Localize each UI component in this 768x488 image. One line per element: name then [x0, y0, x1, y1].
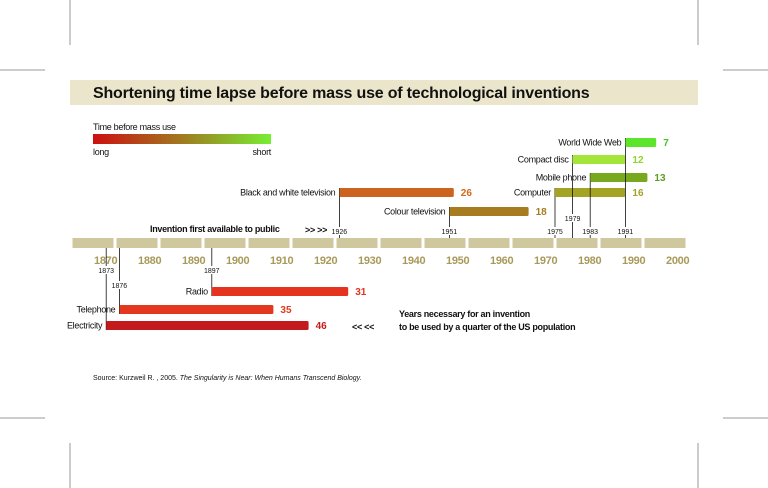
- value-label: 16: [632, 188, 644, 199]
- tick-label: 1980: [578, 255, 601, 267]
- axis-tick-labels: 1870 1880 1890 1900 1910 1920 1930 1940 1950 1960…: [94, 255, 690, 267]
- series-electricity: 1873 Electricity 46: [67, 248, 327, 332]
- year-label: 1951: [442, 229, 458, 236]
- tick-label: 1870: [94, 255, 117, 267]
- bars-group: 1873 Electricity 46 1876 Telephone 35 1897 Radi…: [67, 138, 669, 333]
- series-world-wide-web: 1991 World Wide Web 7: [558, 138, 669, 238]
- year-label: 1897: [204, 268, 220, 275]
- series-mobile-phone: 1983 Mobile phone 13: [536, 173, 666, 238]
- year-label: 1873: [98, 268, 114, 275]
- year-label: 1926: [332, 229, 348, 236]
- invention-label: Radio: [186, 287, 208, 297]
- value-label: 35: [280, 305, 292, 316]
- chart-title: Shortening time lapse before mass use of…: [93, 85, 590, 102]
- legend-high-label: short: [252, 147, 271, 157]
- tick-label: 1880: [138, 255, 161, 267]
- bar: [106, 321, 309, 330]
- year-label-bg: [617, 227, 634, 235]
- series-radio: 1897 Radio 31: [186, 248, 367, 298]
- tick-label: 1960: [490, 255, 513, 267]
- axis-segment: [424, 238, 466, 248]
- legend-low-label: long: [93, 147, 109, 157]
- axis-segment: [380, 238, 422, 248]
- years-note-line1: Years necessary for an invention: [399, 309, 530, 319]
- right-arrows: >> >>: [305, 225, 327, 235]
- year-label: 1975: [547, 229, 563, 236]
- bar: [590, 173, 648, 182]
- axis-segment: [644, 238, 686, 248]
- timeline-axis: [72, 238, 686, 248]
- series-telephone: 1876 Telephone 35: [77, 248, 292, 316]
- value-label: 18: [536, 207, 548, 218]
- axis-segment: [116, 238, 158, 248]
- source-title: The Singularity is Near: When Humans Tra…: [180, 375, 362, 382]
- year-label-bg: [564, 214, 581, 222]
- tick-label: 1990: [622, 255, 645, 267]
- invention-available-label: Invention first available to public: [150, 224, 280, 234]
- axis-segment: [556, 238, 598, 248]
- year-label-bg: [582, 227, 599, 235]
- invention-label: Compact disc: [518, 155, 570, 165]
- axis-segment: [160, 238, 202, 248]
- axis-segment: [72, 238, 114, 248]
- bar: [449, 207, 529, 216]
- legend-title: Time before mass use: [93, 122, 176, 132]
- value-label: 31: [355, 287, 367, 298]
- bar: [119, 305, 274, 314]
- tick-label: 1970: [534, 255, 557, 267]
- invention-label: Colour television: [384, 207, 446, 217]
- axis-segment: [292, 238, 334, 248]
- source-citation: Source: Kurzweil R. , 2005. The Singular…: [93, 375, 362, 382]
- legend-gradient: [93, 134, 271, 144]
- invention-label: Black and white television: [240, 188, 336, 198]
- year-label-bg: [331, 227, 348, 235]
- bar: [625, 138, 657, 147]
- value-label: 46: [316, 321, 328, 332]
- year-label-bg: [203, 266, 220, 274]
- value-label: 7: [663, 138, 669, 149]
- year-label: 1876: [112, 283, 128, 290]
- title-band: [70, 80, 698, 105]
- tick-label: 1910: [270, 255, 293, 267]
- invention-label: Computer: [514, 188, 551, 198]
- value-label: 13: [654, 173, 666, 184]
- invention-label: World Wide Web: [558, 138, 621, 148]
- axis-segment: [468, 238, 510, 248]
- invention-label: Telephone: [77, 305, 116, 315]
- tick-label: 1920: [314, 255, 337, 267]
- tick-label: 1940: [402, 255, 425, 267]
- axis-segment: [600, 238, 642, 248]
- year-label: 1983: [582, 229, 598, 236]
- years-note-line2: to be used by a quarter of the US popula…: [399, 322, 575, 332]
- year-label-bg: [111, 281, 128, 289]
- series-colour-television: 1951 Colour television 18: [384, 207, 548, 238]
- year-label-bg: [441, 227, 458, 235]
- bar: [339, 188, 454, 197]
- value-label: 12: [632, 155, 644, 166]
- year-label: 1979: [565, 216, 581, 223]
- tick-label: 1930: [358, 255, 381, 267]
- invention-label: Mobile phone: [536, 173, 587, 183]
- axis-segment: [512, 238, 554, 248]
- invention-label: Electricity: [67, 321, 103, 331]
- tick-label: 1950: [446, 255, 469, 267]
- series-compact-disc: 1979 Compact disc 12: [518, 155, 644, 238]
- series-black-and-white-television: 1926 Black and white television 26: [240, 188, 473, 238]
- year-label: 1991: [618, 229, 634, 236]
- bar: [572, 155, 626, 164]
- bar: [211, 287, 349, 296]
- year-label-bg: [98, 266, 115, 274]
- tick-label: 1900: [226, 255, 249, 267]
- left-arrows: << <<: [352, 322, 374, 332]
- tick-label: 1890: [182, 255, 205, 267]
- axis-segment: [336, 238, 378, 248]
- value-label: 26: [461, 188, 473, 199]
- year-label-bg: [547, 227, 563, 235]
- source-prefix: Source: Kurzweil R. , 2005.: [93, 375, 180, 382]
- axis-segment: [248, 238, 290, 248]
- tick-label: 2000: [666, 255, 689, 267]
- axis-segment: [204, 238, 246, 248]
